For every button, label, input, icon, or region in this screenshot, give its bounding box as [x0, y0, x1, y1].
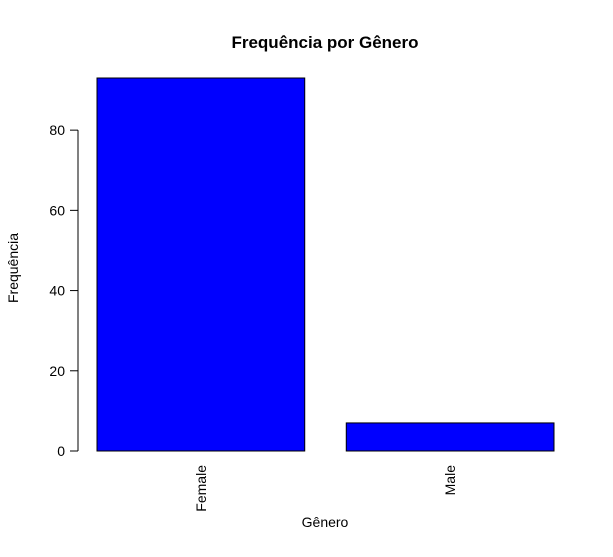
y-tick-label: 60: [49, 202, 65, 218]
x-axis-label: Gênero: [302, 514, 349, 530]
x-tick-labels: Female Male: [193, 465, 458, 512]
chart-title: Frequência por Gênero: [231, 33, 418, 52]
x-tick-label-female: Female: [193, 465, 209, 512]
bars-group: [96, 77, 555, 452]
x-tick-label-male: Male: [442, 465, 458, 496]
y-tick-label: 20: [49, 363, 65, 379]
y-tick-label: 80: [49, 122, 65, 138]
bar-female: [96, 77, 306, 452]
y-tick-label: 40: [49, 283, 65, 299]
bar-male: [345, 422, 555, 452]
y-axis-label: Frequência: [5, 233, 21, 303]
y-axis: 0 20 40 60 80: [49, 122, 79, 459]
y-tick-label: 0: [57, 443, 65, 459]
